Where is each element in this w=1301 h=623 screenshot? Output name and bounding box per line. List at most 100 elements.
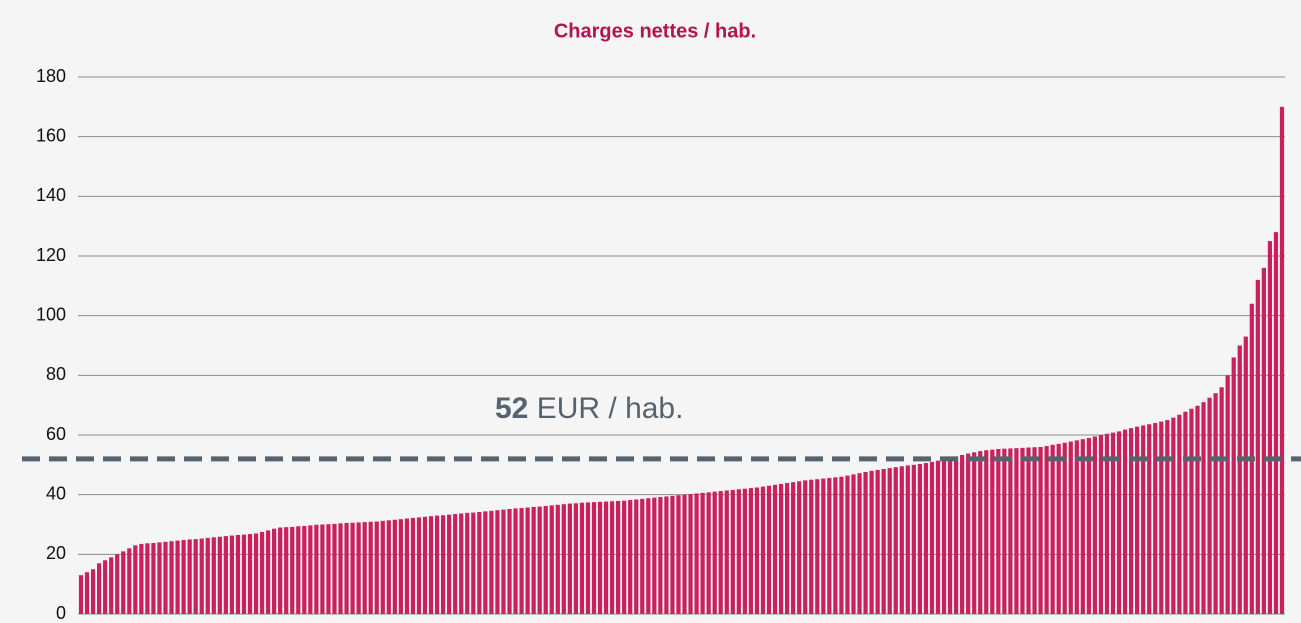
bar [350, 522, 355, 614]
chart-title: Charges nettes / hab. [554, 20, 756, 42]
bar [1255, 279, 1260, 614]
bar [133, 545, 138, 614]
bar [193, 539, 198, 614]
bar [410, 517, 416, 614]
bar [362, 522, 367, 614]
bar [923, 463, 929, 614]
reference-value: 52 [495, 392, 528, 425]
bar [1153, 423, 1158, 614]
bar [115, 554, 120, 614]
bar [121, 551, 126, 614]
bar [181, 540, 186, 614]
bar [1141, 425, 1146, 614]
bar [772, 484, 778, 614]
bar [465, 512, 470, 614]
bar [1267, 241, 1273, 615]
bar [314, 524, 319, 614]
reference-annotation: 52 EUR / hab. [495, 392, 683, 425]
bar [531, 506, 536, 614]
bar [1189, 408, 1194, 614]
bar [1207, 397, 1212, 614]
bar [797, 481, 802, 614]
bar [567, 503, 572, 614]
bar [917, 463, 922, 614]
bar [1098, 435, 1104, 614]
bar [712, 491, 717, 614]
bar [658, 497, 663, 614]
bar [616, 500, 621, 614]
bar [978, 451, 983, 614]
bar [78, 575, 84, 614]
bar [1183, 411, 1188, 614]
bar [748, 488, 754, 614]
bar [1050, 444, 1055, 614]
bar [670, 495, 675, 614]
bar [519, 508, 524, 614]
bar [984, 450, 989, 614]
bar [332, 523, 337, 614]
bar [1279, 106, 1285, 614]
bar [863, 471, 868, 614]
bar [652, 497, 657, 614]
bar [881, 469, 886, 614]
bar [839, 476, 844, 614]
bar [760, 486, 766, 614]
bar [302, 525, 307, 614]
bar [1201, 402, 1206, 614]
bar [1219, 387, 1224, 614]
bar [374, 521, 379, 614]
bar [1056, 443, 1061, 614]
bar [778, 483, 784, 614]
bar [205, 537, 210, 614]
bar [495, 510, 500, 614]
bar [941, 459, 947, 614]
bar [634, 499, 639, 614]
y-tick-label: 0 [56, 603, 66, 623]
bar [434, 515, 440, 614]
bar [996, 449, 1001, 614]
bar [416, 517, 422, 614]
bar [151, 542, 156, 614]
bar [785, 483, 790, 614]
bar [247, 534, 253, 614]
bar [1074, 440, 1079, 614]
bar [223, 536, 228, 614]
y-tick-label: 60 [46, 424, 66, 444]
bar [555, 504, 560, 614]
bar [103, 560, 108, 614]
bar [688, 494, 693, 614]
bar [573, 503, 578, 614]
bar [127, 548, 132, 614]
bar [90, 569, 96, 614]
bar [929, 461, 935, 614]
bar [1237, 345, 1242, 614]
bar [1014, 448, 1019, 614]
bar [525, 507, 530, 614]
y-tick-label: 160 [36, 125, 66, 145]
bar [537, 506, 542, 614]
bar [549, 505, 554, 614]
bar [766, 485, 772, 614]
bar [597, 501, 603, 614]
bar [1122, 429, 1128, 614]
bar [736, 489, 741, 614]
bar [591, 502, 597, 614]
bar [265, 530, 271, 614]
bar [857, 473, 862, 614]
bar [398, 519, 403, 614]
bar [845, 475, 850, 614]
bar [622, 500, 627, 614]
bar [603, 501, 609, 614]
bar [827, 477, 832, 614]
bar [320, 524, 325, 614]
bar [507, 508, 512, 614]
bar [477, 511, 482, 614]
bar [1026, 447, 1031, 614]
bar [1171, 417, 1176, 614]
bar [428, 516, 434, 614]
reference-spacer [528, 392, 536, 425]
bar [489, 510, 494, 614]
bar [1002, 448, 1007, 614]
bar [754, 487, 760, 614]
bar [392, 519, 397, 614]
